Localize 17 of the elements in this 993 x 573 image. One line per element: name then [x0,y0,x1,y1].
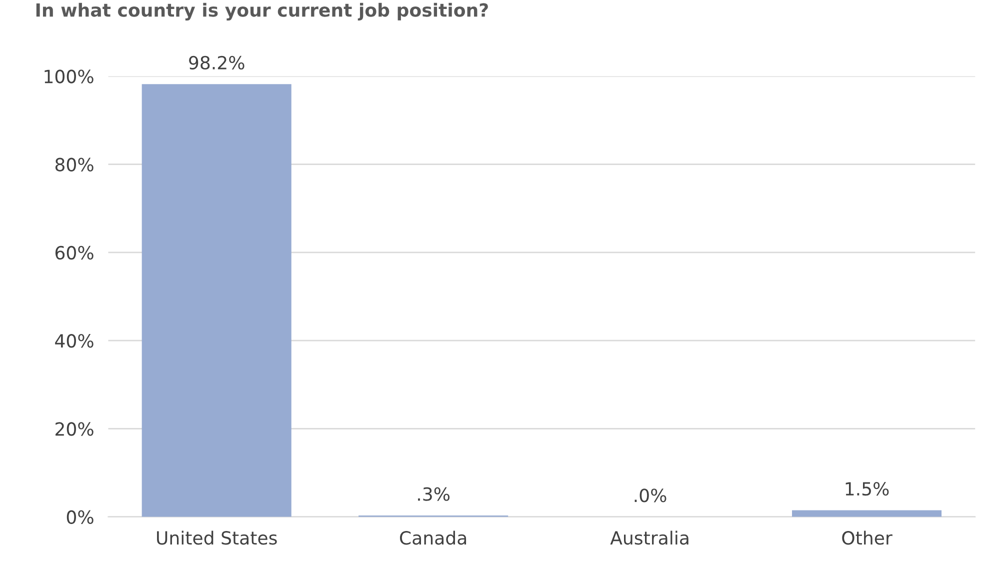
bar [792,510,942,517]
data-label: 98.2% [189,56,244,70]
x-tick-label: Canada [400,530,466,545]
y-tick-label: 20% [56,422,94,436]
y-tick-label: 100% [44,70,94,84]
y-tick-label: 0% [66,510,94,524]
y-tick-label: 60% [55,246,94,260]
data-label: .3% [418,487,450,501]
x-tick-label: Australia [610,530,688,545]
bar [142,84,292,517]
x-tick-label: Other [842,530,892,545]
y-tick-label: 40% [55,334,94,348]
data-label: .0% [634,488,666,502]
x-tick-label: United States [157,530,277,545]
chart-title: In what country is your current job position? [36,2,488,20]
data-label: 1.5% [846,482,889,496]
y-tick-label: 80% [55,158,94,172]
